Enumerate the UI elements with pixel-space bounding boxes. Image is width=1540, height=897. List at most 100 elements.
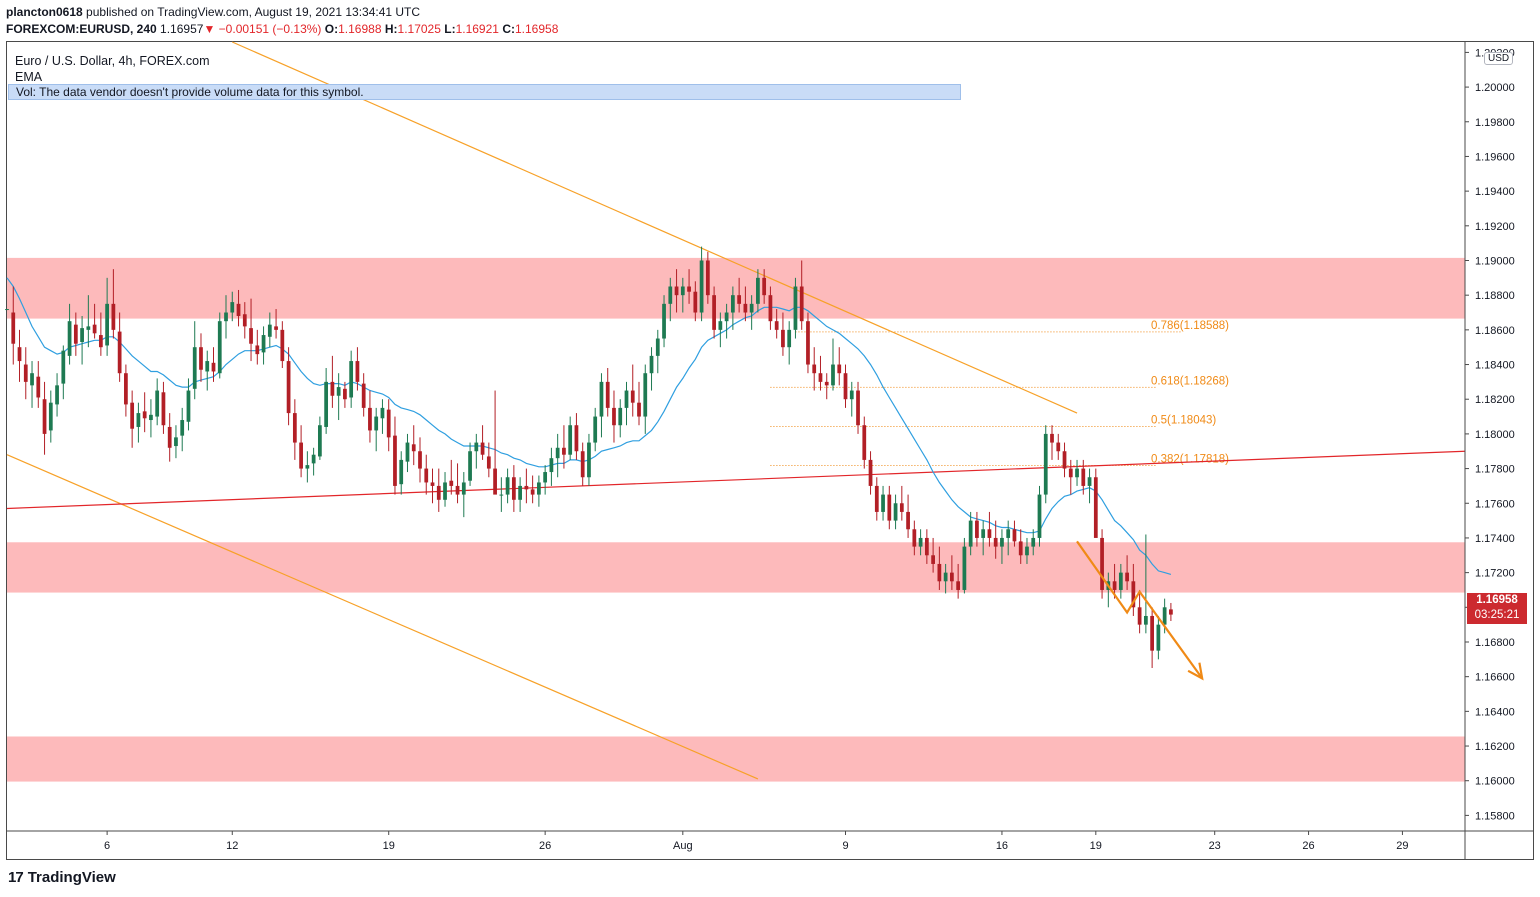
high-label: H: bbox=[384, 22, 398, 36]
candle bbox=[324, 368, 329, 434]
candle-body bbox=[1012, 529, 1017, 542]
candle-body bbox=[1006, 529, 1011, 538]
candle-body bbox=[1087, 477, 1092, 486]
candle bbox=[950, 555, 954, 590]
price-tick-label: 1.17800 bbox=[1475, 464, 1515, 476]
candle bbox=[831, 338, 835, 391]
candle bbox=[637, 381, 641, 426]
candle-body bbox=[781, 329, 785, 348]
candle-body bbox=[343, 388, 347, 400]
candle bbox=[1056, 433, 1061, 460]
candle bbox=[386, 399, 391, 452]
candle bbox=[774, 309, 779, 339]
fib-label-2: 0.618(1.18268) bbox=[1151, 375, 1229, 387]
candle-body bbox=[574, 425, 579, 452]
candle-body bbox=[699, 260, 704, 313]
legend-indicator[interactable]: EMA bbox=[15, 70, 43, 84]
candle-body bbox=[199, 347, 203, 370]
volume-note: Vol: The data vendor doesn't provide vol… bbox=[8, 84, 961, 100]
candle-body bbox=[624, 390, 629, 408]
candle bbox=[355, 347, 360, 391]
candle-body bbox=[130, 402, 135, 429]
candle bbox=[806, 312, 810, 374]
currency-label[interactable]: USD bbox=[1484, 52, 1514, 65]
candle bbox=[812, 347, 817, 391]
candle-body bbox=[718, 321, 723, 330]
candle-body bbox=[975, 520, 979, 538]
low-label: L: bbox=[444, 22, 456, 36]
candle-body bbox=[580, 451, 585, 478]
candle-body bbox=[311, 454, 316, 464]
candle bbox=[599, 373, 604, 438]
candle bbox=[1037, 485, 1042, 547]
candle-body bbox=[1056, 442, 1061, 452]
candle bbox=[449, 459, 454, 495]
candle-body bbox=[380, 407, 385, 419]
candle bbox=[793, 277, 798, 339]
candle-body bbox=[1075, 468, 1079, 478]
candle-body bbox=[1000, 537, 1004, 547]
candle bbox=[1169, 602, 1173, 622]
candle-body bbox=[480, 442, 485, 455]
candle-body bbox=[774, 321, 779, 330]
candle-body bbox=[562, 447, 566, 455]
candle-body bbox=[799, 286, 804, 322]
candle-body bbox=[924, 537, 929, 556]
candle-body bbox=[1025, 546, 1029, 556]
price-tick-label: 1.16800 bbox=[1475, 637, 1515, 649]
legend-title: Euro / U.S. Dollar, 4h, FOREX.com bbox=[15, 54, 210, 68]
candle bbox=[1100, 529, 1104, 599]
candle bbox=[668, 277, 673, 322]
candle bbox=[167, 413, 172, 462]
candle-body bbox=[98, 335, 103, 348]
candle-body bbox=[430, 482, 435, 486]
candle bbox=[937, 546, 942, 590]
candle-body bbox=[30, 373, 34, 386]
candle bbox=[737, 277, 742, 313]
candle-body bbox=[1112, 581, 1117, 590]
candle-body bbox=[418, 451, 422, 469]
candle bbox=[1087, 468, 1092, 504]
last-price-value: 1.16958 bbox=[1476, 594, 1518, 606]
candle-body bbox=[518, 485, 522, 500]
candlesticks bbox=[5, 246, 1173, 668]
candle bbox=[468, 442, 472, 486]
candle bbox=[199, 333, 203, 382]
candle-body bbox=[843, 373, 848, 400]
candle-body bbox=[662, 303, 666, 339]
candle bbox=[249, 298, 253, 362]
candle-body bbox=[693, 291, 698, 313]
candle bbox=[255, 329, 260, 365]
candle bbox=[55, 373, 59, 417]
candle-body bbox=[5, 309, 9, 311]
candle bbox=[580, 442, 585, 486]
price-tick-label: 1.17200 bbox=[1475, 568, 1515, 580]
candle-body bbox=[649, 355, 654, 374]
candle-body bbox=[599, 381, 604, 417]
candle bbox=[142, 392, 147, 433]
candle bbox=[555, 433, 560, 478]
candle-body bbox=[336, 387, 341, 396]
zone-3 bbox=[7, 736, 1465, 782]
candle-body bbox=[242, 314, 247, 327]
candle bbox=[756, 269, 760, 313]
candle-body bbox=[167, 426, 172, 448]
candle bbox=[518, 477, 522, 512]
published-text: published on TradingView.com, August 19,… bbox=[86, 5, 421, 19]
low-value: 1.16921 bbox=[455, 22, 499, 36]
candle-body bbox=[962, 546, 967, 590]
candle-body bbox=[461, 482, 466, 495]
candle bbox=[17, 329, 22, 382]
ohlc-bar: FOREXCOM:EURUSD, 240 1.16957▼ −0.00151 (… bbox=[6, 22, 558, 36]
price-change: −0.00151 (−0.13%) bbox=[218, 22, 322, 36]
candle bbox=[524, 468, 529, 504]
candle bbox=[1143, 534, 1148, 634]
candle-body bbox=[1131, 581, 1136, 608]
candle-body bbox=[211, 362, 216, 372]
time-tick-label: 12 bbox=[226, 840, 238, 852]
candle bbox=[618, 399, 623, 438]
candle-body bbox=[280, 329, 285, 362]
candle bbox=[111, 269, 116, 339]
time-tick-label: 29 bbox=[1396, 840, 1408, 852]
